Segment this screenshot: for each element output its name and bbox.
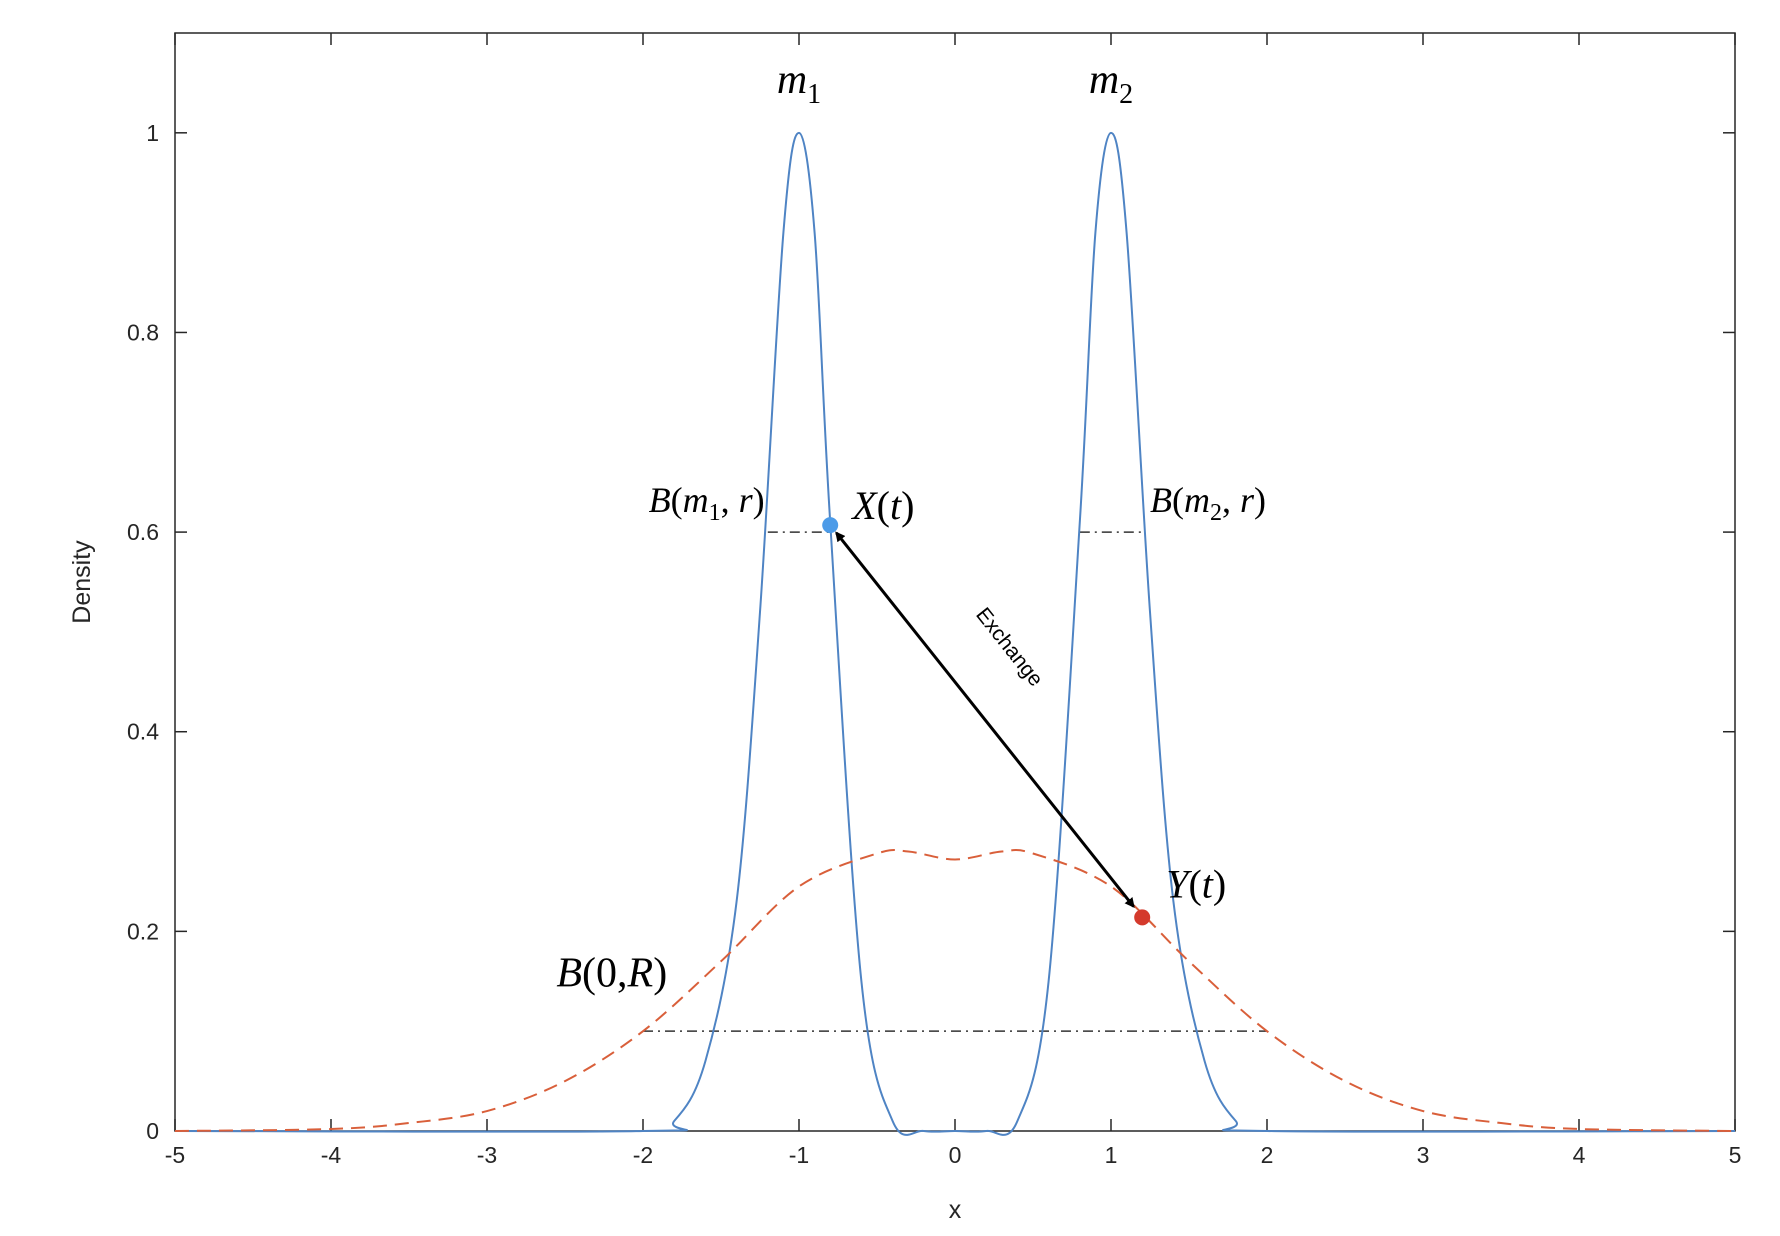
y-tick-label: 0.2 [127,918,159,944]
bm2-label: B(m2, r) [1150,480,1266,526]
y-axis-label: Density [68,540,96,624]
x-tick-label: 2 [1261,1142,1274,1168]
marker-group: X(t) Y(t) [822,483,1226,926]
y-t-marker [1134,909,1151,926]
x-axis-ticks: -5 -4 -3 -2 -1 0 1 2 3 4 5 [165,33,1742,1168]
x-t-label: X(t) [850,483,914,528]
x-tick-label: 1 [1105,1142,1118,1168]
bimodal-density-line [174,131,1736,1136]
annotation-group: m1 m2 B(m1, r) B(m2, r) B(0,R) [556,57,1266,996]
y-tick-label: 0.6 [127,519,159,545]
y-axis-ticks: 0 0.2 0.4 0.6 0.8 1 [127,120,1735,1144]
m2-label: m2 [1089,57,1133,110]
x-tick-label: 3 [1417,1142,1430,1168]
x-tick-label: -2 [633,1142,653,1168]
x-tick-label: 0 [949,1142,962,1168]
y-tick-label: 1 [146,120,159,146]
x-tick-label: 5 [1729,1142,1742,1168]
x-tick-label: -3 [477,1142,497,1168]
y-tick-label: 0.8 [127,319,159,345]
x-tick-label: -5 [165,1142,185,1168]
x-tick-label: -4 [321,1142,342,1168]
b0r-label: B(0,R) [556,950,667,996]
x-tick-label: 4 [1573,1142,1586,1168]
y-t-label: Y(t) [1166,861,1226,906]
m1-label: m1 [777,57,821,110]
plot-area [174,32,1736,1132]
x-axis-label: x [949,1196,962,1224]
y-tick-label: 0 [146,1118,159,1144]
x-t-marker [822,517,839,534]
bm1-label: B(m1, r) [649,480,765,526]
x-tick-label: -1 [789,1142,809,1168]
exchange-arrow [835,531,1135,908]
y-tick-label: 0.4 [127,719,159,745]
